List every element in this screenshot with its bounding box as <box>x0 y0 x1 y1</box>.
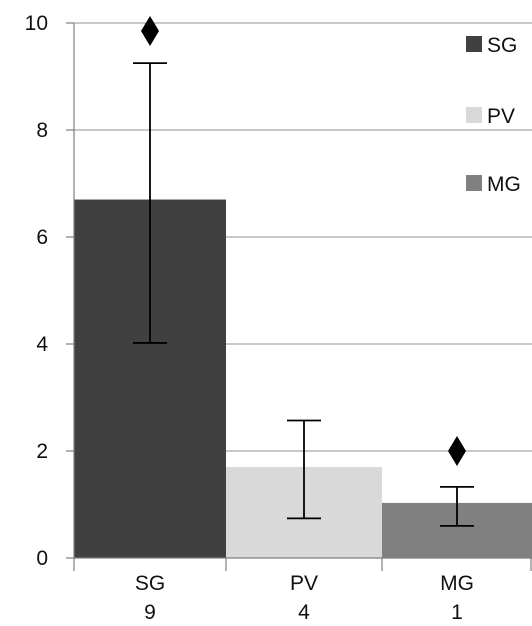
diamond-marker-mg <box>448 436 466 466</box>
axes <box>66 22 532 571</box>
legend-item-sg: SG <box>466 34 517 57</box>
error-bar-mg <box>440 485 474 527</box>
legend-swatch-pv <box>466 107 482 123</box>
significance-markers <box>141 16 466 466</box>
x-category-label-pv: PV <box>290 572 318 595</box>
x-category-count-sg: 9 <box>144 601 156 624</box>
y-tick-label-8: 8 <box>36 119 48 142</box>
y-tick-label-2: 2 <box>36 440 48 463</box>
y-tick-label-0: 0 <box>36 547 48 570</box>
x-category-labels: SG 9 PV 4 MG 1 <box>135 572 474 624</box>
y-tick-labels: 0 2 4 6 8 10 <box>25 12 49 570</box>
y-tick-label-10: 10 <box>25 12 48 35</box>
legend-item-mg: MG <box>466 173 521 196</box>
legend-label-mg: MG <box>487 173 521 196</box>
x-category-count-mg: 1 <box>451 601 463 624</box>
error-bar-sg <box>133 62 167 344</box>
legend-label-pv: PV <box>487 105 515 128</box>
x-category-count-pv: 4 <box>298 601 310 624</box>
diamond-marker-sg <box>141 16 159 47</box>
x-category-label-sg: SG <box>135 572 165 595</box>
legend-label-sg: SG <box>487 34 517 57</box>
y-tick-label-6: 6 <box>36 226 48 249</box>
legend-swatch-mg <box>466 175 482 191</box>
bars <box>74 199 532 559</box>
legend-item-pv: PV <box>466 105 515 128</box>
error-bar-pv <box>287 419 321 520</box>
legend-swatch-sg <box>466 36 482 52</box>
y-tick-label-4: 4 <box>36 333 48 356</box>
error-bars <box>133 62 474 527</box>
legend: SG PV MG <box>466 34 521 196</box>
x-category-label-mg: MG <box>440 572 474 595</box>
